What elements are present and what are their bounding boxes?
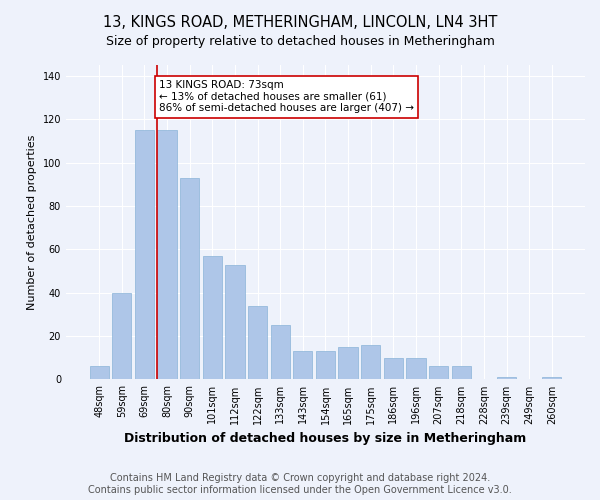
Bar xyxy=(226,264,245,380)
Bar xyxy=(293,351,313,380)
Text: 13 KINGS ROAD: 73sqm
← 13% of detached houses are smaller (61)
86% of semi-detac: 13 KINGS ROAD: 73sqm ← 13% of detached h… xyxy=(159,80,414,114)
Bar xyxy=(384,358,403,380)
Bar xyxy=(497,378,516,380)
Bar xyxy=(361,344,380,380)
Bar xyxy=(316,351,335,380)
Bar xyxy=(248,306,267,380)
Bar xyxy=(338,347,358,380)
Bar xyxy=(271,325,290,380)
Bar xyxy=(452,366,471,380)
Bar xyxy=(542,378,562,380)
Bar xyxy=(89,366,109,380)
Text: Size of property relative to detached houses in Metheringham: Size of property relative to detached ho… xyxy=(106,35,494,48)
Bar xyxy=(157,130,176,380)
Text: 13, KINGS ROAD, METHERINGHAM, LINCOLN, LN4 3HT: 13, KINGS ROAD, METHERINGHAM, LINCOLN, L… xyxy=(103,15,497,30)
Bar xyxy=(429,366,448,380)
Bar xyxy=(406,358,425,380)
Bar xyxy=(203,256,222,380)
Bar xyxy=(135,130,154,380)
Text: Contains HM Land Registry data © Crown copyright and database right 2024.
Contai: Contains HM Land Registry data © Crown c… xyxy=(88,474,512,495)
X-axis label: Distribution of detached houses by size in Metheringham: Distribution of detached houses by size … xyxy=(124,432,527,445)
Bar xyxy=(180,178,199,380)
Bar xyxy=(112,292,131,380)
Y-axis label: Number of detached properties: Number of detached properties xyxy=(27,134,37,310)
